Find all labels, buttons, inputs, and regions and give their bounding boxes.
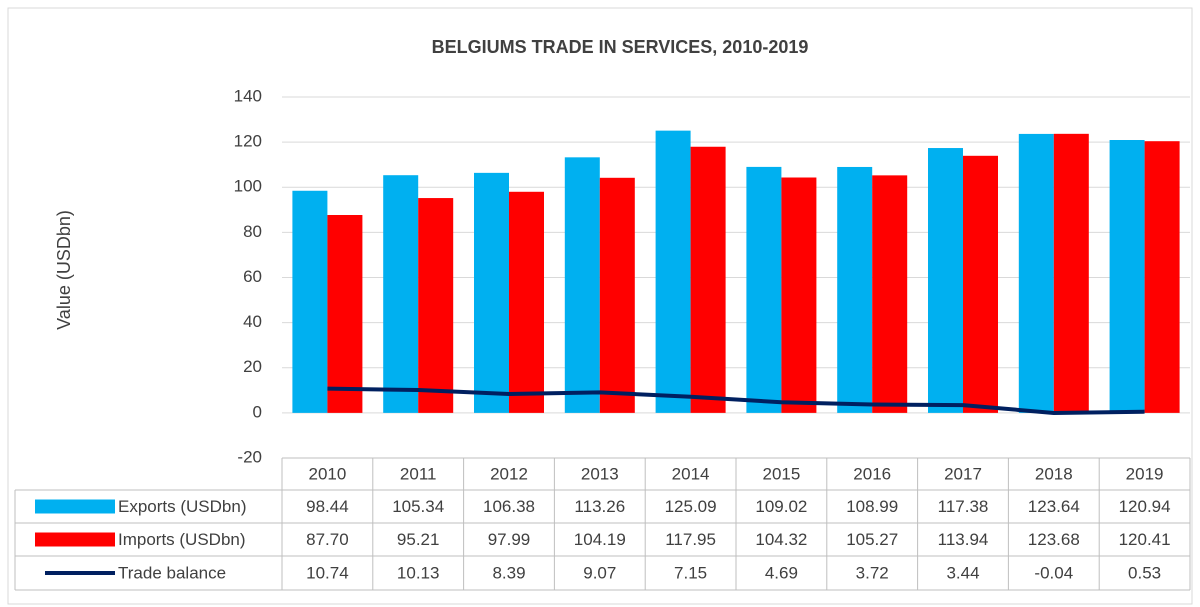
table-value: 113.94 bbox=[938, 530, 989, 549]
y-tick-label: 0 bbox=[253, 402, 262, 421]
legend-key bbox=[35, 499, 115, 514]
bar bbox=[837, 166, 873, 413]
y-tick-label: 100 bbox=[234, 177, 262, 196]
table-value: 87.70 bbox=[306, 530, 349, 549]
line-series bbox=[327, 386, 1145, 415]
bar bbox=[509, 191, 544, 413]
y-tick-label: 60 bbox=[243, 267, 262, 286]
table-value: 9.07 bbox=[583, 563, 616, 582]
bar bbox=[327, 215, 363, 413]
y-axis-label: Value (USDbn) bbox=[54, 210, 74, 330]
bar bbox=[655, 130, 691, 413]
table-value: 104.32 bbox=[755, 530, 807, 549]
bar bbox=[474, 172, 509, 413]
legend-label: Imports (USDbn) bbox=[118, 530, 246, 549]
x-tick-label: 2011 bbox=[400, 464, 437, 483]
bar bbox=[418, 198, 454, 413]
table-value: 10.13 bbox=[397, 563, 440, 582]
legend-key bbox=[35, 532, 115, 547]
bar bbox=[781, 177, 817, 413]
table-value: 123.64 bbox=[1028, 497, 1080, 516]
y-tick-label: 120 bbox=[234, 132, 262, 151]
x-tick-label: 2014 bbox=[672, 464, 710, 483]
x-tick-label: 2013 bbox=[581, 464, 619, 483]
table-value: 113.26 bbox=[574, 497, 625, 516]
table-value: 104.19 bbox=[574, 530, 626, 549]
bar bbox=[292, 190, 328, 413]
y-tick-label: 40 bbox=[243, 312, 262, 331]
table-value: 105.34 bbox=[392, 497, 444, 516]
table-value: 105.27 bbox=[846, 530, 898, 549]
y-tick-label: 80 bbox=[243, 222, 262, 241]
bar bbox=[1109, 140, 1145, 413]
legend-label: Trade balance bbox=[118, 563, 226, 582]
table-value: 4.69 bbox=[765, 563, 798, 582]
table-value: 117.95 bbox=[665, 530, 716, 549]
y-tick-label: 20 bbox=[243, 357, 262, 376]
bar bbox=[872, 175, 908, 413]
bar bbox=[564, 157, 600, 413]
table-value: 95.21 bbox=[397, 530, 440, 549]
table-value: 123.68 bbox=[1028, 530, 1080, 549]
bar bbox=[1018, 133, 1054, 413]
bar bbox=[599, 177, 635, 413]
table-value: 120.94 bbox=[1119, 497, 1171, 516]
table-value: 3.44 bbox=[946, 563, 979, 582]
x-tick-label: 2016 bbox=[853, 464, 891, 483]
y-tick-label: -20 bbox=[237, 447, 262, 466]
x-tick-label: 2019 bbox=[1126, 464, 1164, 483]
table-value: 108.99 bbox=[846, 497, 898, 516]
bar bbox=[746, 166, 782, 413]
x-tick-label: 2018 bbox=[1035, 464, 1073, 483]
table-value: 120.41 bbox=[1119, 530, 1171, 549]
table-value: 10.74 bbox=[306, 563, 349, 582]
table-value: -0.04 bbox=[1034, 563, 1073, 582]
x-tick-label: 2010 bbox=[308, 464, 346, 483]
table-value: 106.38 bbox=[483, 497, 535, 516]
bar bbox=[963, 155, 998, 413]
x-tick-label: 2012 bbox=[490, 464, 528, 483]
chart-title: BELGIUMS TRADE IN SERVICES, 2010-2019 bbox=[432, 37, 809, 57]
table-value: 125.09 bbox=[665, 497, 717, 516]
table-value: 7.15 bbox=[674, 563, 707, 582]
x-tick-label: 2015 bbox=[762, 464, 800, 483]
table-value: 109.02 bbox=[755, 497, 807, 516]
bar bbox=[1053, 133, 1089, 413]
table-value: 117.38 bbox=[938, 497, 989, 516]
table-value: 8.39 bbox=[492, 563, 525, 582]
bar bbox=[1144, 141, 1180, 413]
bar bbox=[928, 148, 963, 413]
y-tick-label: 140 bbox=[234, 86, 262, 105]
table-value: 97.99 bbox=[488, 530, 531, 549]
table-value: 98.44 bbox=[306, 497, 349, 516]
table-value: 3.72 bbox=[856, 563, 889, 582]
bar bbox=[383, 175, 419, 413]
bar bbox=[690, 146, 726, 413]
legend-label: Exports (USDbn) bbox=[118, 497, 246, 516]
table-value: 0.53 bbox=[1128, 563, 1161, 582]
x-tick-label: 2017 bbox=[944, 464, 982, 483]
